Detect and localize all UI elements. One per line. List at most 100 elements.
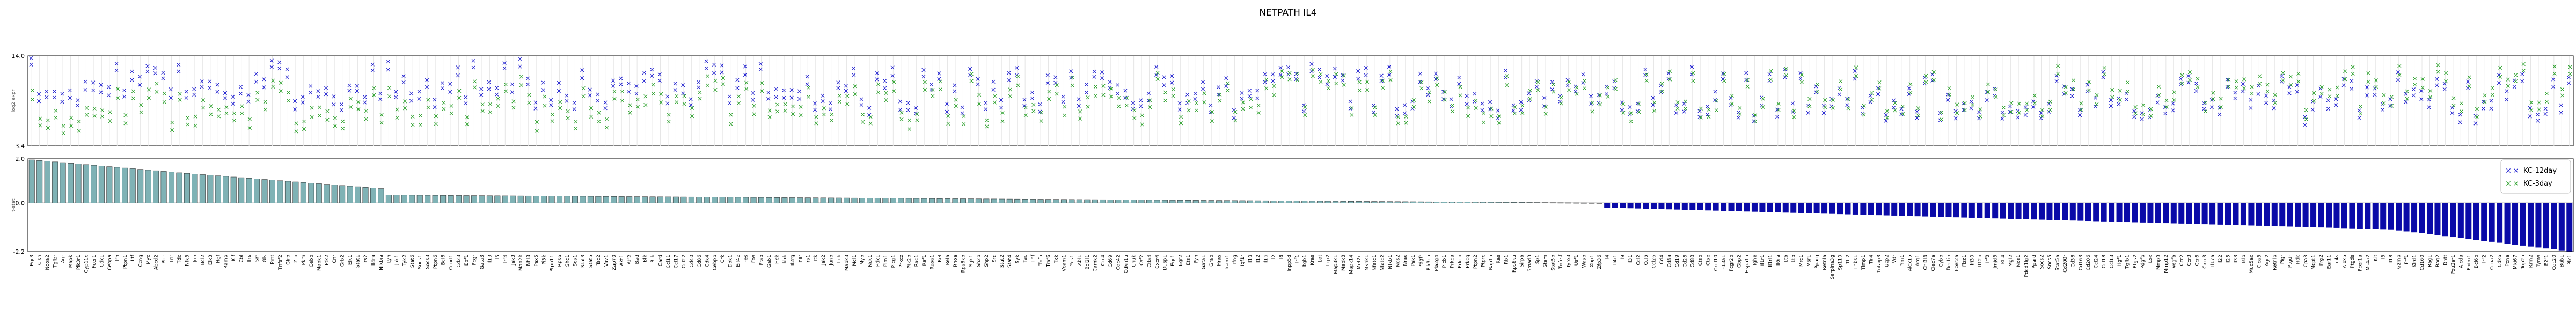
gene-bar	[983, 198, 990, 203]
kc12-marker	[394, 90, 398, 94]
kc12-marker	[1969, 99, 1973, 104]
kc12-marker	[1697, 109, 1702, 113]
gene-bar	[2566, 203, 2573, 252]
kc12-marker	[2264, 101, 2268, 105]
gene-label: Tlr4	[1869, 255, 1874, 265]
kc12-marker	[2233, 96, 2237, 101]
gene-markers	[1604, 84, 1610, 99]
kc3-marker	[2156, 93, 2161, 98]
kc3-marker	[931, 87, 935, 92]
kc12-marker	[145, 64, 150, 68]
kc12-marker	[2303, 122, 2307, 127]
kc12-marker	[1861, 106, 1865, 110]
kc3-marker	[1854, 65, 1858, 70]
kc12-marker	[619, 82, 623, 86]
kc3-marker	[837, 100, 841, 104]
gene-label: Ccl5	[1644, 255, 1649, 265]
kc3-marker	[317, 105, 322, 109]
gene-label: Vdr	[1892, 255, 1898, 263]
kc3-marker	[1940, 111, 1944, 115]
kc3-marker	[1598, 93, 1602, 98]
kc3-marker	[147, 96, 151, 100]
kc12-marker	[293, 107, 297, 112]
kc12-marker	[1736, 115, 1740, 120]
gene-bar	[153, 170, 159, 203]
kc12-marker	[673, 88, 677, 92]
kc12-marker	[596, 99, 600, 103]
kc3-marker	[379, 121, 384, 125]
kc3-marker	[2335, 94, 2339, 98]
gene-markers	[805, 75, 811, 99]
gene-label: Bcl2	[200, 255, 206, 265]
gene-label: Ifrs	[247, 255, 252, 263]
kc12-marker	[1364, 65, 1368, 70]
kc12-marker	[751, 91, 755, 95]
kc3-marker	[1249, 105, 1253, 110]
kc3-marker	[1334, 81, 1338, 86]
gene-markers	[29, 56, 35, 102]
kc12-marker	[875, 77, 879, 82]
gene-label: Jun	[193, 255, 198, 263]
gene-bar	[1177, 200, 1183, 203]
gene-bar	[471, 195, 477, 203]
kc3-marker	[2133, 111, 2138, 115]
kc3-marker	[1326, 86, 1330, 91]
gene-markers	[852, 66, 857, 97]
kc3-marker	[418, 114, 423, 118]
kc12-marker	[1278, 72, 1283, 77]
gene-label: Irf2	[2482, 255, 2487, 263]
gene-label: Bcl6b	[2474, 255, 2479, 268]
gene-markers	[1845, 97, 1850, 111]
gene-markers	[2117, 89, 2122, 106]
kc3-marker	[2071, 78, 2076, 83]
kc12-marker	[2458, 120, 2462, 124]
kc12-marker	[1985, 98, 1989, 102]
kc3-marker	[977, 101, 982, 106]
kc3-marker	[496, 104, 500, 108]
kc3-marker	[2118, 89, 2122, 93]
gene-label: Lox	[2148, 254, 2154, 263]
kc3-marker	[2568, 65, 2572, 69]
kc12-marker	[208, 79, 212, 84]
gene-markers	[867, 106, 873, 126]
kc3-marker	[2343, 77, 2347, 82]
kc12-marker	[1775, 115, 1780, 119]
gene-markers	[2155, 84, 2161, 105]
kc12-marker	[2411, 93, 2416, 98]
kc12-marker	[2473, 121, 2478, 126]
kc3-marker	[1862, 104, 1866, 108]
kc3-marker	[931, 94, 935, 98]
kc3-marker	[635, 97, 640, 102]
gene-bar	[1836, 203, 1843, 215]
kc3-marker	[402, 106, 407, 111]
gene-label: Mcl1	[852, 255, 858, 266]
gene-markers	[1962, 101, 1967, 112]
kc3-marker	[1955, 102, 1959, 107]
kc12-marker	[945, 101, 949, 106]
gene-label: Zap70	[612, 255, 617, 270]
gene-bar	[160, 171, 167, 203]
gene-markers	[1100, 70, 1106, 97]
kc12-marker	[712, 62, 716, 67]
kc3-marker	[2514, 79, 2518, 84]
kc12-marker	[425, 78, 429, 82]
kc3-marker	[1373, 105, 1377, 109]
gene-bar	[1146, 200, 1153, 203]
kc3-marker	[698, 97, 702, 101]
gene-markers	[200, 79, 206, 110]
kc3-marker	[1435, 76, 1439, 80]
kc3-marker	[938, 79, 942, 84]
kc3-marker	[2187, 70, 2192, 75]
gene-label: Blk	[643, 254, 648, 262]
kc12-marker	[1915, 109, 1919, 114]
gene-label: E2f1	[2544, 255, 2549, 266]
gene-label: Myc	[146, 255, 151, 264]
kc3-marker	[1256, 111, 1261, 115]
gene-bar	[2155, 203, 2161, 223]
kc3-marker	[1823, 105, 1827, 109]
kc3-marker	[1194, 101, 1199, 105]
gene-markers	[1108, 79, 1114, 99]
kc12-marker	[309, 91, 313, 95]
gene-label: Nos1	[2016, 255, 2022, 267]
kc3-marker	[1512, 105, 1517, 109]
